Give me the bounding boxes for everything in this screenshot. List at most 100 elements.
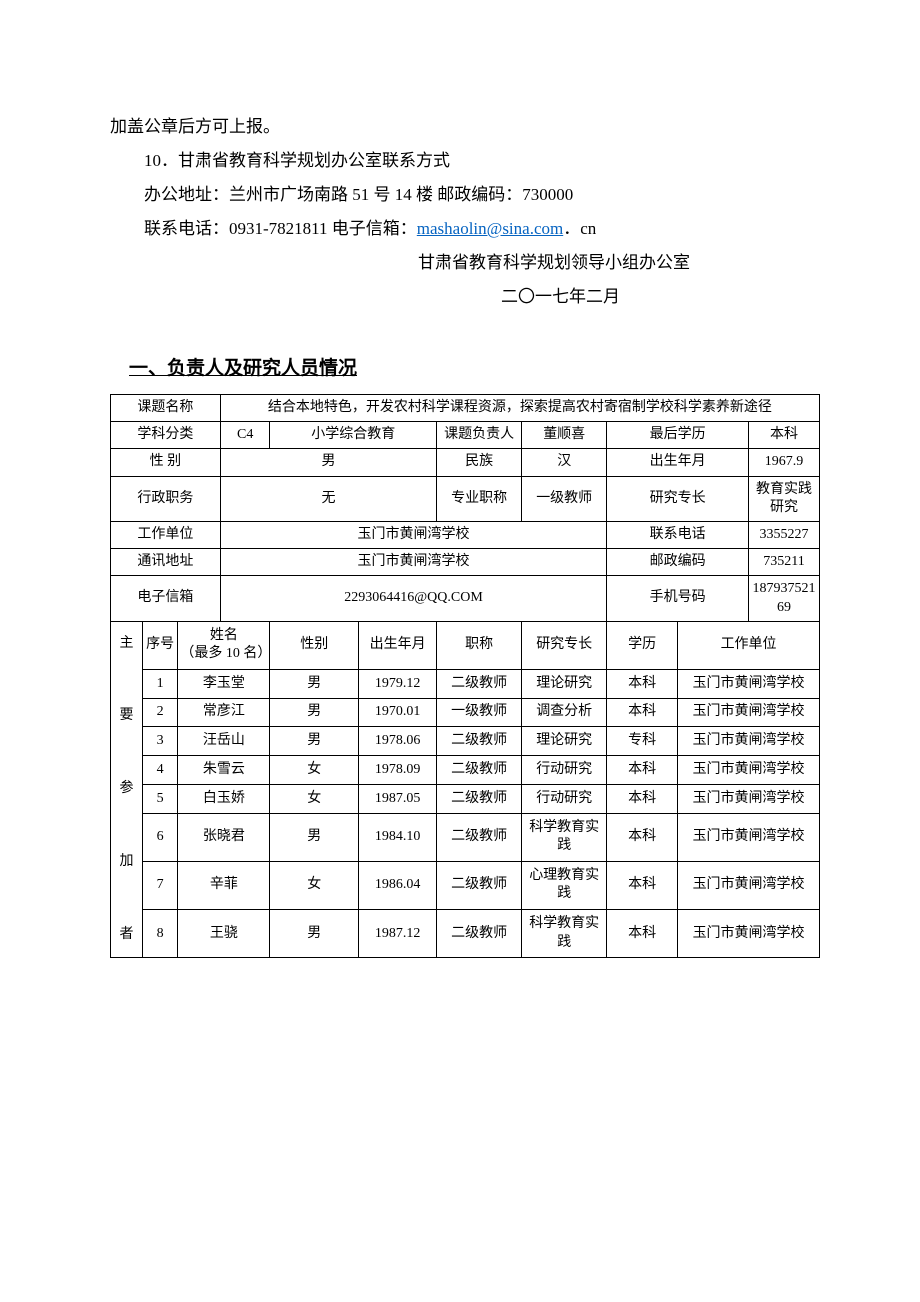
m-edu: 本科 — [607, 910, 678, 958]
label-protitle: 专业职称 — [437, 476, 522, 521]
col-title: 职称 — [437, 621, 522, 669]
label-email: 电子信箱 — [111, 576, 221, 621]
m-spec: 行动研究 — [522, 785, 607, 814]
m-name: 王骁 — [178, 910, 270, 958]
m-gender: 男 — [270, 910, 359, 958]
m-seq: 2 — [142, 698, 177, 727]
m-unit: 玉门市黄闸湾学校 — [678, 669, 820, 698]
m-birth: 1978.09 — [359, 756, 437, 785]
label-postcode: 邮政编码 — [607, 549, 749, 576]
m-name: 李玉堂 — [178, 669, 270, 698]
value-birth: 1967.9 — [749, 449, 820, 476]
row-address: 通讯地址 玉门市黄闸湾学校 邮政编码 735211 — [111, 549, 820, 576]
m-spec: 理论研究 — [522, 669, 607, 698]
value-subject-name: 小学综合教育 — [270, 422, 437, 449]
side-l4: 加 — [119, 854, 133, 869]
value-address: 玉门市黄闸湾学校 — [220, 549, 606, 576]
side-label: 主 要 参 加 者 — [111, 621, 143, 958]
m-birth: 1970.01 — [359, 698, 437, 727]
side-l5: 者 — [119, 927, 133, 942]
contact-prefix: 联系电话：0931-7821811 电子信箱： — [144, 219, 417, 238]
document-page: 加盖公章后方可上报。 10．甘肃省教育科学规划办公室联系方式 办公地址：兰州市广… — [0, 0, 920, 1302]
m-edu: 专科 — [607, 727, 678, 756]
m-birth: 1984.10 — [359, 813, 437, 861]
m-gender: 男 — [270, 813, 359, 861]
m-edu: 本科 — [607, 669, 678, 698]
member-row: 8 王骁 男 1987.12 二级教师 科学教育实践 本科 玉门市黄闸湾学校 — [111, 910, 820, 958]
m-name: 朱雪云 — [178, 756, 270, 785]
row-topic: 课题名称 结合本地特色，开发农村科学课程资源，探索提高农村寄宿制学校科学素养新途… — [111, 395, 820, 422]
label-ethnic: 民族 — [437, 449, 522, 476]
row-member-header: 主 要 参 加 者 序号 姓名 （最多 10 名） 性别 出生年月 职称 研究专… — [111, 621, 820, 669]
value-protitle: 一级教师 — [522, 476, 607, 521]
col-seq: 序号 — [142, 621, 177, 669]
m-birth: 1978.06 — [359, 727, 437, 756]
member-row: 3 汪岳山 男 1978.06 二级教师 理论研究 专科 玉门市黄闸湾学校 — [111, 727, 820, 756]
member-row: 2 常彦江 男 1970.01 一级教师 调查分析 本科 玉门市黄闸湾学校 — [111, 698, 820, 727]
m-title: 一级教师 — [437, 698, 522, 727]
member-row: 7 辛菲 女 1986.04 二级教师 心理教育实践 本科 玉门市黄闸湾学校 — [111, 861, 820, 909]
value-postcode: 735211 — [749, 549, 820, 576]
m-unit: 玉门市黄闸湾学校 — [678, 910, 820, 958]
m-gender: 女 — [270, 861, 359, 909]
row-subject: 学科分类 C4 小学综合教育 课题负责人 董顺喜 最后学历 本科 — [111, 422, 820, 449]
value-mobile: 18793752169 — [749, 576, 820, 621]
m-gender: 男 — [270, 698, 359, 727]
label-research-sp: 研究专长 — [607, 476, 749, 521]
member-row: 1 李玉堂 男 1979.12 二级教师 理论研究 本科 玉门市黄闸湾学校 — [111, 669, 820, 698]
m-unit: 玉门市黄闸湾学校 — [678, 698, 820, 727]
col-edu: 学历 — [607, 621, 678, 669]
contact-suffix: ．cn — [563, 219, 596, 238]
label-gender: 性 别 — [111, 449, 221, 476]
label-phone: 联系电话 — [607, 521, 749, 548]
member-row: 6 张晓君 男 1984.10 二级教师 科学教育实践 本科 玉门市黄闸湾学校 — [111, 813, 820, 861]
m-spec: 科学教育实践 — [522, 910, 607, 958]
m-seq: 5 — [142, 785, 177, 814]
m-birth: 1979.12 — [359, 669, 437, 698]
m-seq: 8 — [142, 910, 177, 958]
m-edu: 本科 — [607, 698, 678, 727]
m-title: 二级教师 — [437, 669, 522, 698]
email-link[interactable]: mashaolin@sina.com — [417, 219, 563, 238]
para-seal: 加盖公章后方可上报。 — [110, 110, 820, 144]
info-table: 课题名称 结合本地特色，开发农村科学课程资源，探索提高农村寄宿制学校科学素养新途… — [110, 394, 820, 958]
label-topic: 课题名称 — [111, 395, 221, 422]
row-gender: 性 别 男 民族 汉 出生年月 1967.9 — [111, 449, 820, 476]
value-phone: 3355227 — [749, 521, 820, 548]
para-date: 二〇一七年二月 — [110, 280, 820, 314]
m-birth: 1987.05 — [359, 785, 437, 814]
side-l2: 要 — [119, 708, 133, 723]
m-name: 汪岳山 — [178, 727, 270, 756]
row-admin: 行政职务 无 专业职称 一级教师 研究专长 教育实践研究 — [111, 476, 820, 521]
m-spec: 心理教育实践 — [522, 861, 607, 909]
value-admin: 无 — [220, 476, 436, 521]
value-subject-code: C4 — [220, 422, 270, 449]
label-admin: 行政职务 — [111, 476, 221, 521]
m-unit: 玉门市黄闸湾学校 — [678, 727, 820, 756]
m-title: 二级教师 — [437, 861, 522, 909]
value-final-edu: 本科 — [749, 422, 820, 449]
m-title: 二级教师 — [437, 756, 522, 785]
label-birth: 出生年月 — [607, 449, 749, 476]
label-mobile: 手机号码 — [607, 576, 749, 621]
m-edu: 本科 — [607, 756, 678, 785]
m-name: 辛菲 — [178, 861, 270, 909]
col-unit: 工作单位 — [678, 621, 820, 669]
m-gender: 男 — [270, 727, 359, 756]
value-workunit: 玉门市黄闸湾学校 — [220, 521, 606, 548]
col-gender: 性别 — [270, 621, 359, 669]
m-edu: 本科 — [607, 813, 678, 861]
col-name-l2: （最多 10 名） — [180, 646, 271, 661]
col-birth: 出生年月 — [359, 621, 437, 669]
m-spec: 理论研究 — [522, 727, 607, 756]
m-spec: 科学教育实践 — [522, 813, 607, 861]
side-l3: 参 — [119, 781, 133, 796]
m-unit: 玉门市黄闸湾学校 — [678, 756, 820, 785]
m-birth: 1987.12 — [359, 910, 437, 958]
m-spec: 调查分析 — [522, 698, 607, 727]
value-topic: 结合本地特色，开发农村科学课程资源，探索提高农村寄宿制学校科学素养新途径 — [220, 395, 819, 422]
row-workunit: 工作单位 玉门市黄闸湾学校 联系电话 3355227 — [111, 521, 820, 548]
para-item10: 10．甘肃省教育科学规划办公室联系方式 — [110, 144, 820, 178]
value-research-sp: 教育实践研究 — [749, 476, 820, 521]
col-name: 姓名 （最多 10 名） — [178, 621, 270, 669]
